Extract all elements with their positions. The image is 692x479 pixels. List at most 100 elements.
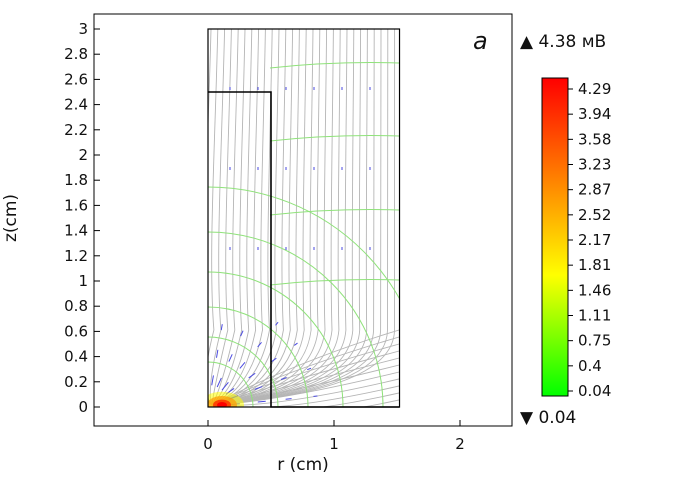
plot-area-frame bbox=[93, 13, 513, 427]
contour-line bbox=[208, 271, 344, 407]
streamline bbox=[211, 29, 280, 406]
streamline bbox=[211, 392, 399, 407]
field-arrow bbox=[285, 398, 292, 400]
y-tick-label: 1.4 bbox=[64, 222, 88, 240]
field-arrow bbox=[216, 377, 222, 388]
field-arrow bbox=[254, 386, 263, 390]
streamline bbox=[211, 29, 307, 406]
colorbar-tick-label: 2.87 bbox=[578, 181, 611, 199]
streamline bbox=[211, 29, 314, 406]
x-axis-label: r (cm) bbox=[277, 455, 329, 475]
streamline bbox=[211, 29, 273, 406]
y-tick-label: 1.2 bbox=[64, 247, 88, 265]
field-arrow bbox=[307, 367, 312, 371]
x-tick-label: 0 bbox=[203, 435, 213, 453]
field-arrow bbox=[228, 354, 233, 362]
equipotential-contours bbox=[208, 62, 399, 407]
contour-line bbox=[208, 186, 399, 299]
streamline bbox=[211, 29, 239, 406]
field-arrow bbox=[221, 382, 229, 391]
streamline bbox=[211, 29, 348, 406]
y-tick-label: 2.8 bbox=[64, 45, 88, 63]
y-tick-label: 0.6 bbox=[64, 322, 88, 340]
x-axis-ticks: 0 1 2 bbox=[203, 420, 465, 453]
streamline bbox=[211, 29, 362, 406]
field-arrow bbox=[220, 324, 223, 331]
field-arrow bbox=[271, 357, 277, 363]
contour-line bbox=[269, 135, 399, 142]
colorbar-ticks: 4.29 3.94 3.58 3.23 2.87 2.52 2.17 1.81 1.46 1.11… bbox=[568, 80, 611, 400]
colorbar bbox=[541, 77, 569, 397]
streamline bbox=[211, 29, 355, 406]
y-tick-label: 0.8 bbox=[64, 297, 88, 315]
streamline bbox=[211, 29, 260, 406]
streamline bbox=[211, 29, 321, 406]
field-arrow bbox=[240, 330, 244, 337]
field-arrow bbox=[275, 321, 279, 326]
streamline bbox=[211, 29, 382, 406]
colorbar-tick-label: 1.46 bbox=[578, 281, 611, 299]
y-tick-label: 2 bbox=[78, 146, 88, 164]
x-tick-label: 2 bbox=[455, 435, 465, 453]
field-arrow bbox=[239, 361, 246, 369]
y-tick-label: 1 bbox=[78, 272, 88, 290]
y-tick-label: 1.6 bbox=[64, 196, 88, 214]
y-tick-label: 2.6 bbox=[64, 70, 88, 88]
colorbar-tick-label: 0.4 bbox=[578, 357, 602, 375]
field-arrow bbox=[257, 400, 266, 403]
contour-line bbox=[269, 209, 399, 216]
colorbar-tick-label: 2.17 bbox=[578, 231, 611, 249]
streamline bbox=[211, 29, 300, 406]
y-axis-ticks: 0 0.2 0.4 0.6 0.8 1 1.2 1.4 1.6 1.8 2 2.2 2.4 2.6 2.8 3 bbox=[64, 20, 100, 416]
y-tick-label: 1.8 bbox=[64, 171, 88, 189]
streamline bbox=[209, 29, 226, 406]
y-tick-label: 0 bbox=[78, 398, 88, 416]
streamline bbox=[211, 29, 232, 406]
contour-line bbox=[208, 361, 254, 407]
contour-line bbox=[269, 62, 399, 69]
y-tick-label: 3 bbox=[78, 20, 88, 38]
source-hotspot bbox=[208, 391, 244, 407]
x-tick-label: 1 bbox=[329, 435, 339, 453]
colorbar-tick-label: 2.52 bbox=[578, 206, 611, 224]
colorbar-tick-label: 0.75 bbox=[578, 332, 611, 350]
streamline bbox=[211, 29, 375, 406]
field-arrow bbox=[211, 375, 214, 386]
streamline bbox=[211, 29, 341, 406]
colorbar-tick-label: 1.11 bbox=[578, 307, 611, 325]
field-layer bbox=[208, 29, 399, 407]
hotspot-ring bbox=[217, 402, 227, 407]
streamline bbox=[211, 29, 368, 406]
streamline bbox=[211, 29, 328, 406]
streamline bbox=[211, 29, 396, 406]
contour-line bbox=[208, 231, 384, 407]
streamline bbox=[208, 29, 213, 406]
field-arrow bbox=[216, 349, 219, 358]
colorbar-max-label: ▲ 4.38 мВ bbox=[520, 32, 606, 52]
contour-line bbox=[208, 336, 279, 407]
colorbar-min-label: ▼ 0.04 bbox=[520, 408, 576, 428]
streamline bbox=[211, 29, 294, 406]
y-tick-label: 0.2 bbox=[64, 373, 88, 391]
electrode-boundary bbox=[208, 91, 400, 408]
contour-line bbox=[208, 306, 309, 407]
streamline bbox=[211, 29, 246, 406]
y-tick-label: 0.4 bbox=[64, 348, 88, 366]
colorbar-tick-label: 3.23 bbox=[578, 156, 611, 174]
colorbar-tick-label: 3.58 bbox=[578, 130, 611, 148]
field-arrow bbox=[248, 372, 256, 379]
field-arrow bbox=[293, 342, 298, 346]
colorbar-tick-label: 1.81 bbox=[578, 256, 611, 274]
y-axis-label: z(cm) bbox=[1, 194, 21, 242]
y-tick-label: 2.4 bbox=[64, 96, 88, 114]
streamline bbox=[208, 29, 219, 406]
y-tick-label: 2.2 bbox=[64, 121, 88, 139]
streamline bbox=[211, 29, 253, 406]
streamline bbox=[211, 29, 389, 406]
field-arrow bbox=[280, 376, 287, 380]
panel-label: a bbox=[473, 27, 488, 55]
colorbar-tick-label: 3.94 bbox=[578, 105, 611, 123]
colorbar-tick-label: 0.04 bbox=[578, 382, 611, 400]
colorbar-tick-label: 4.29 bbox=[578, 80, 611, 98]
